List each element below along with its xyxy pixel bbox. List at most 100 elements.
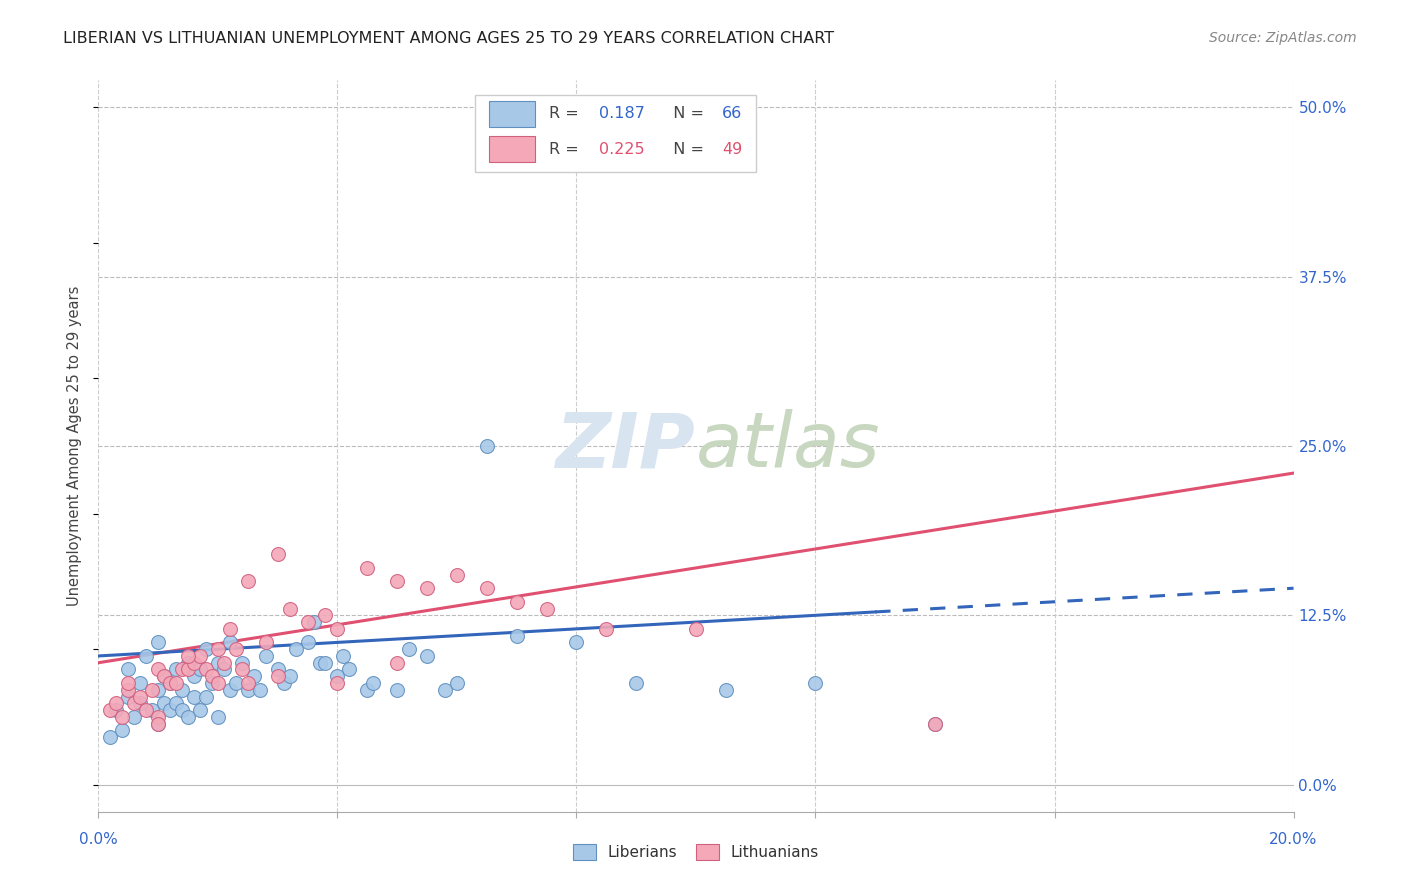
Point (148, 682, 170, 697)
Point (177, 648, 200, 663)
Point (356, 561, 378, 575)
Text: N =: N = (662, 106, 709, 121)
Point (153, 669, 176, 683)
Bar (489, 136, 534, 162)
Point (195, 663, 218, 677)
Point (172, 663, 194, 677)
Point (183, 690, 205, 704)
Point (924, 716, 946, 731)
Point (626, 676, 648, 690)
Point (398, 642, 420, 657)
Point (195, 690, 218, 704)
Text: LIBERIAN VS LITHUANIAN UNEMPLOYMENT AMONG AGES 25 TO 29 YEARS CORRELATION CHART: LIBERIAN VS LITHUANIAN UNEMPLOYMENT AMON… (63, 31, 834, 46)
Point (284, 642, 307, 657)
Text: 49: 49 (723, 142, 742, 157)
Point (326, 622, 349, 636)
Point (254, 648, 277, 663)
Point (315, 608, 337, 623)
Point (225, 642, 247, 657)
Point (148, 716, 170, 731)
Point (225, 676, 247, 690)
Point (804, 676, 827, 690)
Point (111, 710, 134, 724)
Text: 0.225: 0.225 (599, 142, 645, 157)
Point (236, 574, 259, 589)
Point (165, 676, 187, 690)
Point (141, 703, 163, 717)
Point (177, 710, 200, 724)
Point (172, 703, 194, 717)
Point (446, 567, 468, 582)
Point (267, 547, 290, 561)
Point (177, 663, 200, 677)
Point (278, 601, 301, 615)
Point (159, 703, 181, 717)
Point (148, 663, 170, 677)
Point (148, 635, 170, 649)
Point (249, 682, 271, 697)
Point (434, 682, 457, 697)
Point (129, 690, 152, 704)
Point (111, 723, 134, 738)
Point (183, 669, 205, 683)
Point (183, 656, 205, 670)
Point (385, 574, 409, 589)
Point (302, 615, 325, 629)
Point (924, 716, 946, 731)
Point (165, 663, 187, 677)
Text: Source: ZipAtlas.com: Source: ZipAtlas.com (1209, 31, 1357, 45)
Point (207, 642, 229, 657)
Text: R =: R = (548, 142, 583, 157)
Point (129, 697, 152, 711)
Point (446, 676, 468, 690)
Point (117, 682, 139, 697)
Point (188, 703, 211, 717)
Point (714, 682, 737, 697)
Point (98, 703, 122, 717)
Point (148, 710, 170, 724)
Text: R =: R = (548, 106, 583, 121)
Point (339, 663, 361, 677)
Point (219, 622, 242, 636)
Point (416, 648, 439, 663)
Point (506, 629, 529, 643)
Point (159, 676, 181, 690)
Point (273, 676, 295, 690)
Text: 20.0%: 20.0% (1270, 832, 1317, 847)
Point (172, 682, 194, 697)
Point (207, 656, 229, 670)
Point (231, 663, 253, 677)
Point (141, 682, 163, 697)
Point (332, 648, 354, 663)
Point (267, 669, 290, 683)
Point (212, 663, 235, 677)
Point (177, 656, 200, 670)
Point (416, 581, 439, 595)
Point (153, 697, 176, 711)
Point (219, 682, 242, 697)
Point (117, 690, 139, 704)
Point (212, 656, 235, 670)
Point (326, 676, 349, 690)
Point (201, 676, 224, 690)
Bar (489, 101, 534, 128)
Point (685, 622, 707, 636)
Point (105, 697, 128, 711)
Point (159, 676, 181, 690)
Point (207, 676, 229, 690)
Point (315, 656, 337, 670)
Point (536, 601, 558, 615)
Point (267, 663, 290, 677)
Point (153, 669, 176, 683)
Point (236, 682, 259, 697)
Y-axis label: Unemployment Among Ages 25 to 29 years: Unemployment Among Ages 25 to 29 years (67, 285, 83, 607)
Point (135, 703, 157, 717)
Text: 0.187: 0.187 (599, 106, 645, 121)
Point (129, 676, 152, 690)
Point (297, 635, 319, 649)
Point (124, 697, 146, 711)
Point (188, 648, 211, 663)
Point (326, 669, 349, 683)
Point (278, 669, 301, 683)
Point (135, 648, 157, 663)
